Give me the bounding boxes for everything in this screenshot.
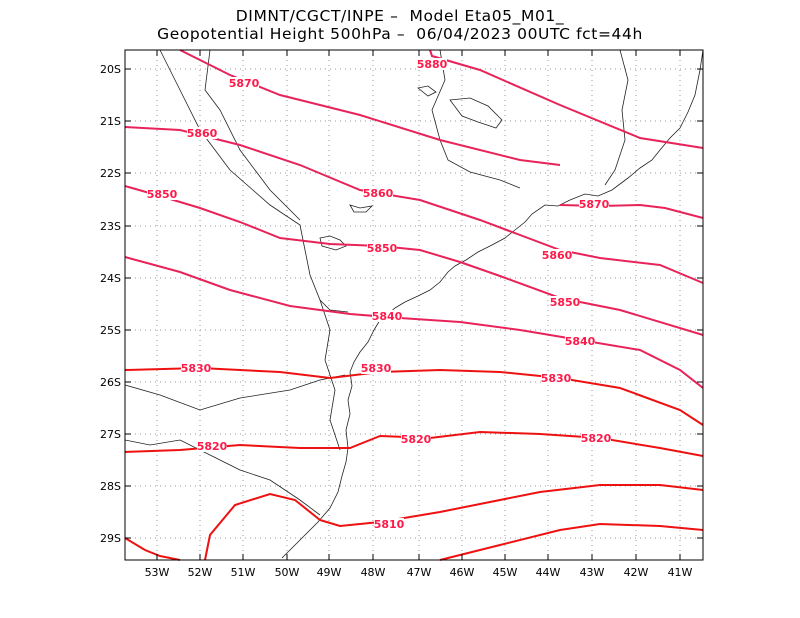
lat-tick-label: 24S <box>100 272 121 285</box>
lon-tick-label: 44W <box>536 566 561 579</box>
contour-label-5840: 5840 <box>372 310 403 323</box>
contour-label-5870: 5870 <box>579 198 610 211</box>
contour-label-bg <box>541 372 571 384</box>
contour-label-bg <box>181 362 211 374</box>
lake-left <box>349 204 374 213</box>
contour-label-5860: 5860 <box>187 127 218 140</box>
contour-label-5820: 5820 <box>197 440 228 453</box>
contour-line-5810b <box>204 492 321 561</box>
contour-line-5840a <box>124 256 704 389</box>
contour-label-5830: 5830 <box>541 372 572 385</box>
contour-label-bg <box>367 242 397 254</box>
contour-label-bg <box>542 249 572 261</box>
contour-label-bg <box>147 188 177 200</box>
state-border-paraguay <box>124 374 346 411</box>
border-pr-sc <box>319 299 341 451</box>
contour-label-5810: 5810 <box>374 518 405 531</box>
chart-title-line2: Geopotential Height 500hPa – 06/04/2023 … <box>157 25 643 43</box>
lat-tick-label: 28S <box>100 480 121 493</box>
axis-ticks: 20S 21S 22S 23S 24S 25S 26S 27S 28S 29S 53W 52W 51W 5… <box>100 50 703 579</box>
contour-line-5810c <box>439 522 704 561</box>
contour-label-5840: 5840 <box>565 335 596 348</box>
contour-line-5810d <box>124 537 181 561</box>
lon-tick-label: 49W <box>317 566 342 579</box>
contour-label-5830: 5830 <box>361 362 392 375</box>
lat-tick-label: 23S <box>100 220 121 233</box>
lon-tick-label: 45W <box>493 566 518 579</box>
contour-line-5860a <box>124 126 704 284</box>
lat-tick-label: 21S <box>100 115 121 128</box>
contour-label-bg <box>361 362 391 374</box>
river-parana <box>204 49 301 221</box>
state-border-north <box>604 49 629 186</box>
contour-label-5880: 5880 <box>417 58 448 71</box>
contour-label-bg <box>579 198 609 210</box>
contour-label-5860: 5860 <box>542 249 573 262</box>
contour-label-bg <box>581 432 611 444</box>
contour-label-bg <box>401 433 431 445</box>
contour-label-bg <box>417 58 447 70</box>
lon-tick-label: 52W <box>188 566 213 579</box>
lon-tick-label: 48W <box>361 566 386 579</box>
lat-tick-label: 22S <box>100 167 121 180</box>
lon-tick-label: 53W <box>145 566 170 579</box>
map-frame <box>124 49 704 561</box>
lat-tick-label: 29S <box>100 532 121 545</box>
contour-line-5880 <box>429 49 704 149</box>
contour-label-5870: 5870 <box>229 77 260 90</box>
contour-label-5860: 5860 <box>363 187 394 200</box>
lake-mid <box>319 235 347 251</box>
lon-tick-label: 50W <box>275 566 300 579</box>
lon-tick-label: 47W <box>407 566 432 579</box>
contour-label-5850: 5850 <box>147 188 178 201</box>
lon-tick-label: 41W <box>668 566 693 579</box>
atlantic-coastline <box>281 49 704 559</box>
coastline-and-borders <box>124 49 704 559</box>
lon-tick-label: 43W <box>580 566 605 579</box>
contour-label-bg <box>229 77 259 89</box>
lat-tick-label: 25S <box>100 324 121 337</box>
contour-label-5820: 5820 <box>401 433 432 446</box>
contour-label-5820: 5820 <box>581 432 612 445</box>
lat-tick-label: 20S <box>100 63 121 76</box>
contour-labels: 5880 5870 5870 5860 5860 5860 5850 5850 5850 5840… <box>147 58 612 531</box>
contour-label-bg <box>363 187 393 199</box>
state-border-mg-sp <box>431 49 521 189</box>
contour-line-5810a <box>319 484 704 528</box>
lon-tick-label: 42W <box>624 566 649 579</box>
contour-line-5870a <box>179 49 561 166</box>
contour-label-bg <box>372 310 402 322</box>
lat-tick-label: 27S <box>100 428 121 441</box>
contour-label-5830: 5830 <box>181 362 212 375</box>
state-border-sp-west <box>159 49 349 313</box>
contour-label-bg <box>565 335 595 347</box>
lon-tick-label: 46W <box>450 566 475 579</box>
contour-label-5850: 5850 <box>367 242 398 255</box>
contour-label-bg <box>550 296 580 308</box>
chart-title-line1: DIMNT/CGCT/INPE – Model Eta05_M01_ <box>235 7 565 25</box>
lat-tick-label: 26S <box>100 376 121 389</box>
lake-right <box>449 97 503 129</box>
contour-label-bg <box>374 518 404 530</box>
contour-label-5850: 5850 <box>550 296 581 309</box>
contour-label-bg <box>187 127 217 139</box>
contour-label-bg <box>197 440 227 452</box>
lake-small <box>417 85 437 97</box>
state-border-south <box>124 439 321 516</box>
lon-tick-label: 51W <box>231 566 256 579</box>
contour-line-5830a <box>124 366 704 426</box>
